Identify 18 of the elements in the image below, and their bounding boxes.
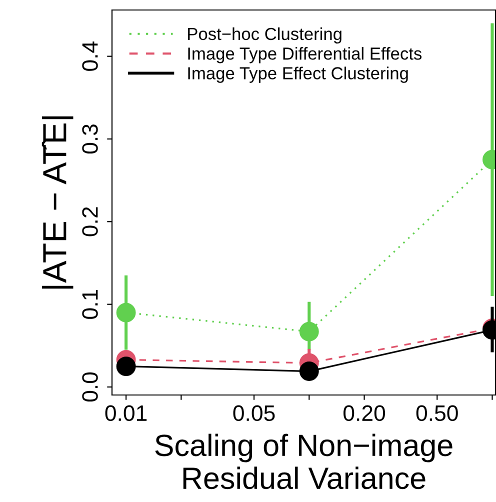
x-tick-label: 0.20 — [344, 405, 386, 422]
y-tick-label: 0.0 — [82, 372, 98, 402]
legend-label: Image Type Differential Effects — [188, 47, 422, 64]
y-axis-title: |ATE − AT̂E| — [42, 116, 74, 289]
x-tick-label: 0.01 — [105, 405, 147, 422]
x-tick-label: 0.50 — [416, 405, 458, 422]
x-axis-title: Scaling of Non−image Residual Variance — [155, 434, 452, 490]
point — [299, 362, 319, 381]
x-tick-label: 0.05 — [233, 405, 275, 422]
legend-label: Post−hoc Clustering — [188, 27, 342, 44]
point — [299, 322, 319, 342]
y-tick-label: 0.2 — [82, 207, 98, 236]
y-tick-label: 0.3 — [82, 124, 98, 154]
point — [116, 302, 136, 322]
point — [116, 356, 136, 376]
y-tick-label: 0.4 — [82, 42, 98, 71]
y-tick-label: 0.1 — [82, 290, 98, 319]
legend-label: Image Type Effect Clustering — [188, 66, 408, 83]
